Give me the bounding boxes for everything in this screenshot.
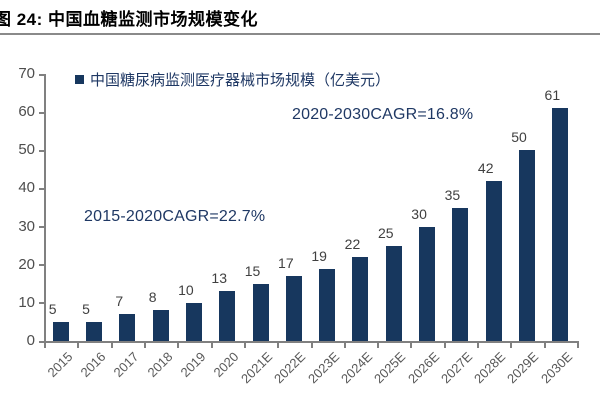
bar xyxy=(285,276,302,341)
x-tick-label: 2021E xyxy=(237,349,276,387)
bar xyxy=(519,150,536,341)
x-tick xyxy=(510,343,513,348)
bar xyxy=(52,321,69,341)
bar-chart: 中国糖尿病监测医疗器械市场规模（亿美元） 2015-2020CAGR=22.7%… xyxy=(0,36,600,400)
x-tick xyxy=(210,343,213,348)
legend-label: 中国糖尿病监测医疗器械市场规模（亿美元） xyxy=(90,72,391,89)
x-tick xyxy=(77,343,80,348)
x-tick-label: 2026E xyxy=(404,349,442,387)
y-tick-label: 20 xyxy=(18,255,35,273)
bar xyxy=(252,283,269,341)
bar-value-label: 5 xyxy=(82,300,90,317)
x-tick xyxy=(310,343,313,348)
x-tick-label: 2028E xyxy=(471,349,509,387)
bar xyxy=(319,268,336,341)
title-divider xyxy=(0,33,600,35)
bar xyxy=(385,245,402,341)
y-tick xyxy=(39,73,44,76)
bar xyxy=(452,207,469,341)
x-tick xyxy=(177,343,180,348)
bar-value-label: 19 xyxy=(311,247,327,264)
bar-value-label: 42 xyxy=(477,159,494,176)
y-tick xyxy=(39,302,44,305)
bar xyxy=(185,302,202,341)
y-tick-label: 50 xyxy=(18,141,35,159)
y-axis-line xyxy=(44,74,46,341)
x-tick xyxy=(277,343,280,348)
bar-value-label: 30 xyxy=(411,205,427,222)
legend-square-icon xyxy=(75,75,84,84)
x-tick xyxy=(110,343,113,348)
x-tick xyxy=(543,343,546,348)
y-tick-label: 30 xyxy=(18,217,35,235)
bar-value-label: 35 xyxy=(444,186,461,203)
x-tick xyxy=(410,343,413,348)
x-tick-label: 2022E xyxy=(271,349,309,387)
bar-value-label: 61 xyxy=(544,87,561,104)
bar-value-label: 25 xyxy=(377,224,394,241)
y-tick-label: 0 xyxy=(26,332,35,349)
x-tick xyxy=(44,343,46,348)
x-tick xyxy=(243,343,246,348)
y-tick-label: 10 xyxy=(18,293,35,311)
x-tick-label: 2029E xyxy=(504,349,542,387)
x-tick-label: 2017 xyxy=(110,349,142,381)
bar xyxy=(485,180,502,341)
bar xyxy=(85,321,102,341)
x-tick-label: 2024E xyxy=(337,349,376,387)
x-tick xyxy=(343,343,346,348)
x-tick xyxy=(443,343,446,348)
y-tick xyxy=(39,149,44,152)
bar-value-label: 17 xyxy=(278,255,294,272)
bar-value-label: 22 xyxy=(344,236,361,253)
figure-title: 图 24: 中国血糖监测市场规模变化 xyxy=(0,10,259,29)
x-tick-label: 2019 xyxy=(177,349,209,381)
bar-value-label: 10 xyxy=(178,281,194,298)
bar-value-label: 8 xyxy=(148,289,157,306)
x-tick-label: 2016 xyxy=(77,349,109,381)
bar xyxy=(152,310,169,341)
bar-value-label: 15 xyxy=(244,262,261,279)
bar xyxy=(419,226,436,341)
x-tick-label: 2023E xyxy=(304,349,342,387)
x-axis-line xyxy=(44,341,579,343)
y-tick xyxy=(39,111,44,114)
x-tick-label: 2030E xyxy=(537,349,575,387)
chart-legend: 中国糖尿病监测医疗器械市场规模（亿美元） xyxy=(75,69,390,90)
x-tick xyxy=(577,343,579,348)
y-tick xyxy=(39,264,44,267)
x-tick-label: 2027E xyxy=(437,349,476,387)
y-tick-label: 70 xyxy=(18,65,35,82)
bar-value-label: 50 xyxy=(511,129,527,146)
x-tick-label: 2015 xyxy=(44,349,76,381)
bar-value-label: 13 xyxy=(211,270,227,287)
x-tick xyxy=(377,343,380,348)
x-tick xyxy=(477,343,480,348)
bar xyxy=(119,314,136,341)
bar xyxy=(352,257,369,341)
bar xyxy=(219,291,236,341)
bar-value-label: 5 xyxy=(48,300,57,317)
bar xyxy=(552,108,569,341)
y-tick xyxy=(39,187,44,190)
x-tick-label: 2025E xyxy=(371,349,409,387)
y-tick xyxy=(39,226,44,229)
bar-value-label: 7 xyxy=(115,293,124,310)
y-tick-label: 40 xyxy=(18,179,35,197)
cagr-annotation-2020-2030: 2020-2030CAGR=16.8% xyxy=(292,106,474,123)
x-tick xyxy=(143,343,146,348)
y-tick xyxy=(39,340,44,343)
x-tick-label: 2018 xyxy=(144,349,176,381)
cagr-annotation-2015-2020: 2015-2020CAGR=22.7% xyxy=(84,208,266,225)
y-tick-label: 60 xyxy=(18,103,35,121)
